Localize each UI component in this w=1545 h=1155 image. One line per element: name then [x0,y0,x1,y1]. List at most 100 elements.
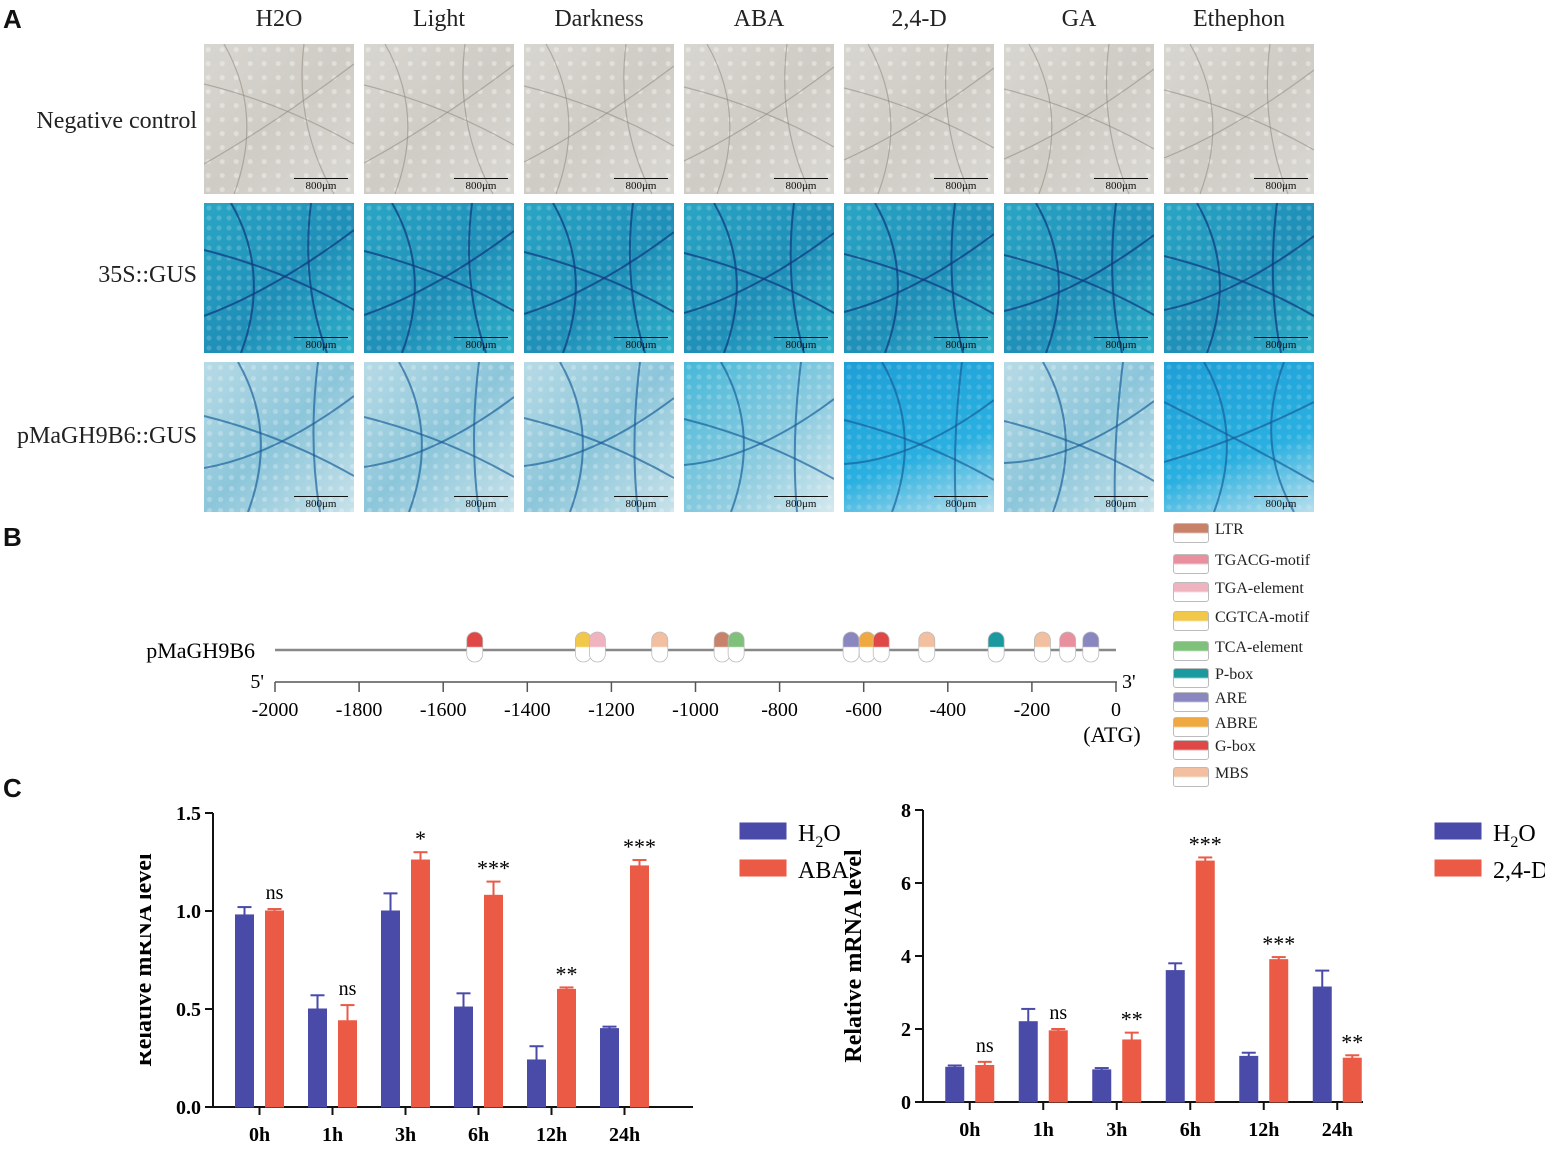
scale-bar: 800μm [454,337,508,351]
micrograph-negative-control: 800μm [364,44,514,194]
scale-bar: 800μm [294,178,348,192]
micrograph-35s-gus: 800μm [684,203,834,353]
micrograph-negative-control: 800μm [684,44,834,194]
scale-bar: 800μm [454,496,508,510]
legend-swatch [1434,822,1482,840]
scale-bar: 800μm [774,337,828,351]
y-axis-label: Relative mRNA level [140,853,157,1067]
vein-pattern [1164,362,1314,512]
cis-element-pill [1082,631,1100,663]
cis-element-pill [918,631,936,663]
vein-pattern [844,44,994,194]
y-tick-label: 2 [901,1019,911,1041]
legend-label: CGTCA-motif [1215,609,1310,626]
vein-pattern [684,362,834,512]
micrograph-pmagh9b6-gus: 800μm [1164,362,1314,512]
row-header-negative-control: Negative control [36,108,197,134]
y-tick-label: 1.0 [176,901,201,923]
cis-elements [466,631,1100,663]
promoter-gene-label: pMaGH9B6 [146,638,255,663]
scale-bar: 800μm [1254,337,1308,351]
legend-label: G-box [1215,738,1256,755]
legend-label: H2O [1493,821,1536,851]
vein-pattern [364,362,514,512]
legend-swatch [1173,523,1209,543]
micrograph-pmagh9b6-gus: 800μm [1004,362,1154,512]
legend-swatch [1173,668,1209,688]
significance-label: *** [1189,831,1222,856]
cis-element-pill [727,631,745,663]
y-tick-label: 0.0 [176,1097,201,1119]
vein-pattern [204,44,354,194]
x-tick-label: 24h [1322,1119,1353,1141]
significance-label: * [415,826,426,851]
row-header-pmagh9b6-gus: pMaGH9B6::GUS [16,423,197,449]
micrograph-35s-gus: 800μm [524,203,674,353]
micrograph-negative-control: 800μm [204,44,354,194]
bar-h2o [1018,1021,1038,1103]
scale-bar: 800μm [774,178,828,192]
cis-element-pill [842,631,860,663]
x-tick-label: 3h [1106,1119,1127,1141]
column-header: Light [413,6,465,32]
significance-label: ** [1121,1007,1143,1032]
bar-aba [484,894,503,1108]
vein-pattern [204,203,354,353]
scale-bar: 800μm [294,337,348,351]
micrograph-35s-gus: 800μm [204,203,354,353]
vein-pattern [1004,44,1154,194]
five-prime-label: 5' [250,671,264,693]
cis-element-pill [466,631,484,663]
cis-element-pill [651,631,669,663]
significance-label: ns [266,882,284,904]
vein-pattern [364,203,514,353]
micrograph-35s-gus: 800μm [844,203,994,353]
y-tick-label: 8 [901,800,911,822]
scale-bar: 800μm [614,337,668,351]
bar-chart-aba: Relative mRNA level 0.0 0.5 1.0 1.5 0h ns 1h ns 3… [140,803,849,1146]
tick-label: -600 [845,699,882,721]
bar-h2o [1239,1055,1259,1103]
vein-pattern [524,362,674,512]
bar-aba [411,859,430,1108]
significance-label: ns [1049,1002,1067,1024]
scale-bar: 800μm [934,496,988,510]
legend-label: MBS [1215,765,1249,782]
vein-pattern [684,44,834,194]
tick-label: 0 [1111,699,1121,721]
column-header: ABA [733,6,785,32]
tick-label: -2000 [252,699,299,721]
vein-pattern [1004,203,1154,353]
y-axis-label: Relative mRNA level [841,849,867,1063]
panel-label-c: C [3,773,22,803]
bar-h2o [1165,970,1185,1103]
vein-pattern [524,44,674,194]
legend-swatch [739,859,787,877]
tick-label: -1800 [336,699,383,721]
legend-swatch [1173,692,1209,712]
scale-bar: 800μm [614,496,668,510]
column-header: Ethephon [1193,6,1285,32]
scale-bar: 800μm [454,178,508,192]
legend-swatch [1173,767,1209,787]
column-header: 2,4-D [891,6,947,32]
bar-aba [557,988,576,1108]
bar-chart-24d: Relative mRNA level 0 2 4 6 8 0h ns 1h ns 3h ** 6h **… [841,800,1545,1141]
micrograph-35s-gus: 800μm [1004,203,1154,353]
panel-label-a: A [3,4,22,34]
bar-h2o [1092,1069,1112,1103]
three-prime-label: 3' [1122,671,1136,693]
tick-label: -1600 [420,699,467,721]
cis-element-pill [588,631,606,663]
column-header: GA [1061,6,1097,32]
y-tick-label: 6 [901,873,911,895]
scale-bar: 800μm [1254,178,1308,192]
bar-h2o [527,1059,546,1108]
cis-element-pill [1034,631,1051,663]
legend-swatch [1173,582,1209,602]
x-tick-label: 1h [322,1124,343,1146]
x-tick-label: 12h [1248,1119,1279,1141]
legend-swatch [1173,740,1209,760]
panel-label-b: B [3,522,22,552]
significance-label: *** [1262,931,1295,956]
